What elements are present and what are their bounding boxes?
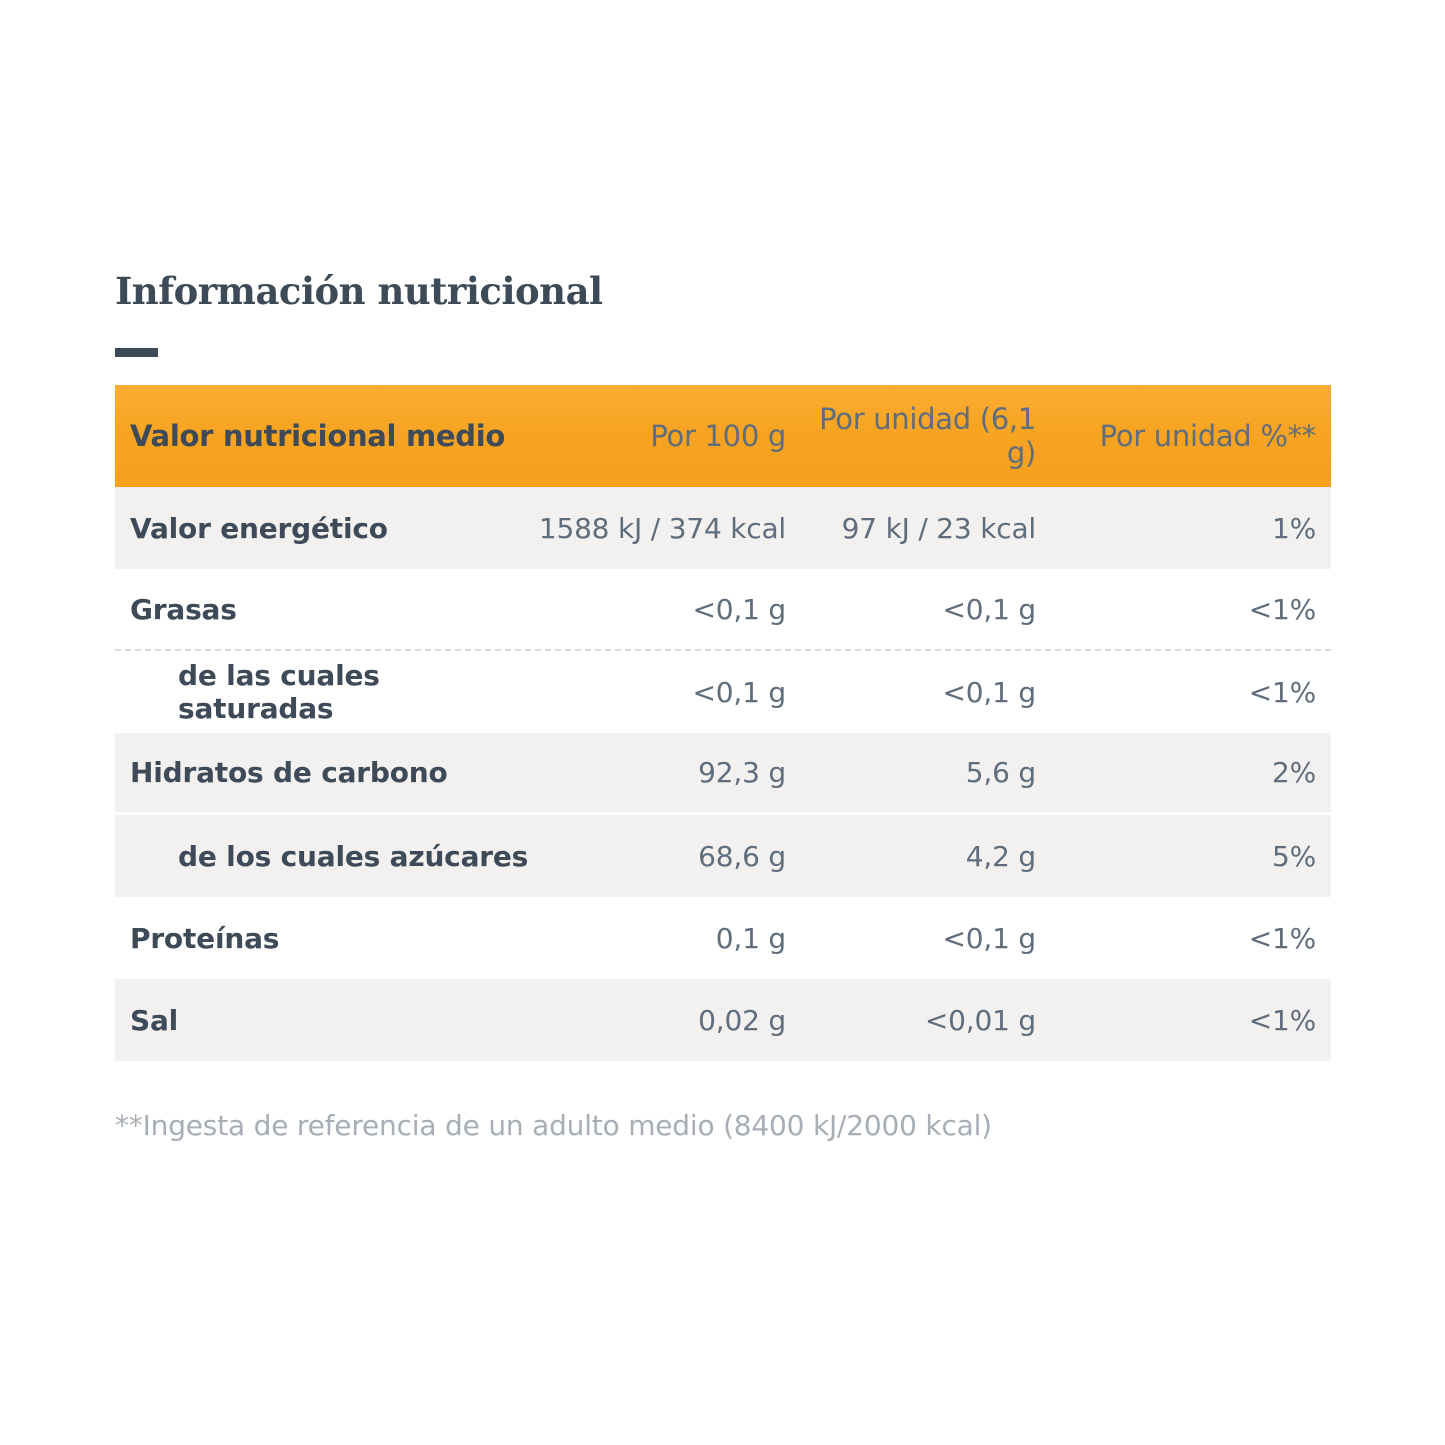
row-label: Proteínas bbox=[130, 921, 280, 955]
row-label: de las cuales saturadas bbox=[178, 659, 380, 725]
table-row-proteinas: Proteínas 0,1 g <0,1 g <1% bbox=[115, 897, 1331, 979]
column-header-percent: Por unidad %** bbox=[1099, 419, 1317, 453]
section-title: Información nutricional bbox=[115, 269, 603, 313]
value-percent: 5% bbox=[1271, 839, 1316, 873]
reference-intake-footnote: **Ingesta de referencia de un adulto med… bbox=[115, 1109, 992, 1142]
value-per-unit: 4,2 g bbox=[965, 839, 1036, 873]
value-per-100g: <0,1 g bbox=[692, 675, 787, 709]
value-per-100g: 68,6 g bbox=[698, 839, 786, 873]
table-row-sal: Sal 0,02 g <0,01 g <1% bbox=[115, 979, 1331, 1061]
value-per-unit: 97 kJ / 23 kcal bbox=[841, 511, 1037, 545]
column-header-per-100g: Por 100 g bbox=[650, 419, 786, 453]
row-label: Valor energético bbox=[130, 511, 388, 545]
value-per-unit: <0,1 g bbox=[942, 592, 1037, 626]
table-row-grasas: Grasas <0,1 g <0,1 g <1% bbox=[115, 569, 1331, 651]
value-per-100g: 0,02 g bbox=[698, 1003, 786, 1037]
value-percent: 2% bbox=[1271, 756, 1316, 789]
row-label: Grasas bbox=[130, 592, 237, 626]
value-percent: <1% bbox=[1248, 592, 1316, 626]
value-per-unit: <0,01 g bbox=[924, 1003, 1036, 1037]
value-percent: <1% bbox=[1248, 921, 1316, 955]
value-per-100g: <0,1 g bbox=[692, 592, 787, 626]
value-per-unit: <0,1 g bbox=[942, 675, 1037, 709]
table-row-azucares: de los cuales azúcares 68,6 g 4,2 g 5% bbox=[115, 815, 1331, 897]
title-dash bbox=[115, 348, 158, 357]
row-label: de los cuales azúcares bbox=[178, 839, 529, 873]
table-row-saturadas: de las cuales saturadas <0,1 g <0,1 g <1… bbox=[115, 651, 1331, 733]
column-header-per-unit: Por unidad (6,1 g) bbox=[819, 402, 1036, 470]
table-row-hidratos: Hidratos de carbono 92,3 g 5,6 g 2% bbox=[115, 733, 1331, 815]
row-label: Hidratos de carbono bbox=[130, 756, 448, 789]
value-percent: 1% bbox=[1271, 511, 1316, 545]
value-per-100g: 0,1 g bbox=[715, 921, 786, 955]
nutrition-table: Valor nutricional medio Por 100 g Por un… bbox=[115, 385, 1331, 1061]
value-per-unit: <0,1 g bbox=[942, 921, 1037, 955]
table-header-row: Valor nutricional medio Por 100 g Por un… bbox=[115, 385, 1331, 487]
nutrition-info-section: Información nutricional Valor nutriciona… bbox=[115, 268, 1332, 1142]
table-row-valor-energetico: Valor energético 1588 kJ / 374 kcal 97 k… bbox=[115, 487, 1331, 569]
row-label: Sal bbox=[130, 1003, 179, 1037]
column-header-nutrient: Valor nutricional medio bbox=[130, 419, 505, 453]
value-percent: <1% bbox=[1248, 1003, 1316, 1037]
value-percent: <1% bbox=[1248, 675, 1316, 709]
value-per-100g: 1588 kJ / 374 kcal bbox=[538, 511, 786, 545]
value-per-unit: 5,6 g bbox=[965, 756, 1036, 789]
value-per-100g: 92,3 g bbox=[698, 756, 786, 789]
